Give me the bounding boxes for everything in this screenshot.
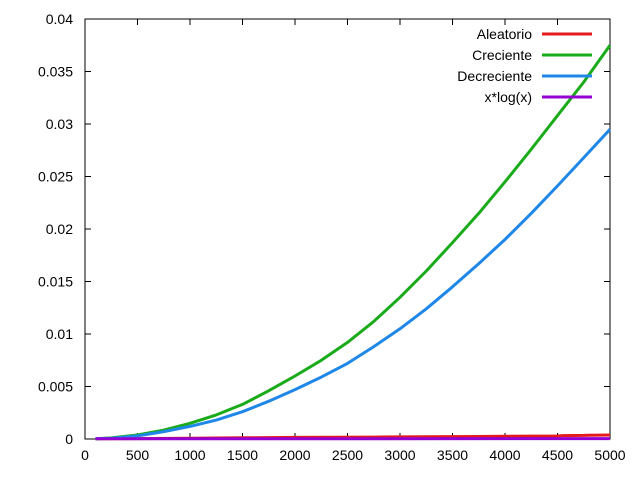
y-tick-label: 0.03 <box>46 116 73 132</box>
x-tick-label: 0 <box>81 447 89 463</box>
x-tick-label: 3000 <box>384 447 415 463</box>
x-tick-label: 5000 <box>594 447 625 463</box>
y-tick-label: 0 <box>65 431 73 447</box>
series-line-1 <box>95 44 612 441</box>
axis-ticks: 0 500 1000 1500 2000 2500 3000 3500 4000 4500 5000… <box>38 11 626 463</box>
y-tick-label: 0.02 <box>46 221 73 237</box>
x-tick-label: 1500 <box>227 447 258 463</box>
y-tick-label: 0.04 <box>46 11 73 27</box>
legend-label: Aleatorio <box>477 26 532 42</box>
series-layer <box>95 44 612 441</box>
legend-label: Creciente <box>472 47 532 63</box>
y-tick-label: 0.015 <box>38 274 73 290</box>
series-line-2 <box>95 128 612 441</box>
x-tick-label: 4000 <box>489 447 520 463</box>
legend: Aleatorio Creciente Decreciente x*log(x) <box>457 26 592 105</box>
x-tick-label: 1000 <box>174 447 205 463</box>
y-tick-label: 0.005 <box>38 379 73 395</box>
x-tick-label: 500 <box>126 447 150 463</box>
legend-label: Decreciente <box>457 68 532 84</box>
x-tick-label: 2500 <box>332 447 363 463</box>
x-tick-label: 4500 <box>542 447 573 463</box>
legend-label: x*log(x) <box>485 89 532 105</box>
x-tick-label: 2000 <box>279 447 310 463</box>
y-tick-label: 0.035 <box>38 64 73 80</box>
y-tick-label: 0.01 <box>46 326 73 342</box>
x-tick-label: 3500 <box>437 447 468 463</box>
y-tick-label: 0.025 <box>38 169 73 185</box>
